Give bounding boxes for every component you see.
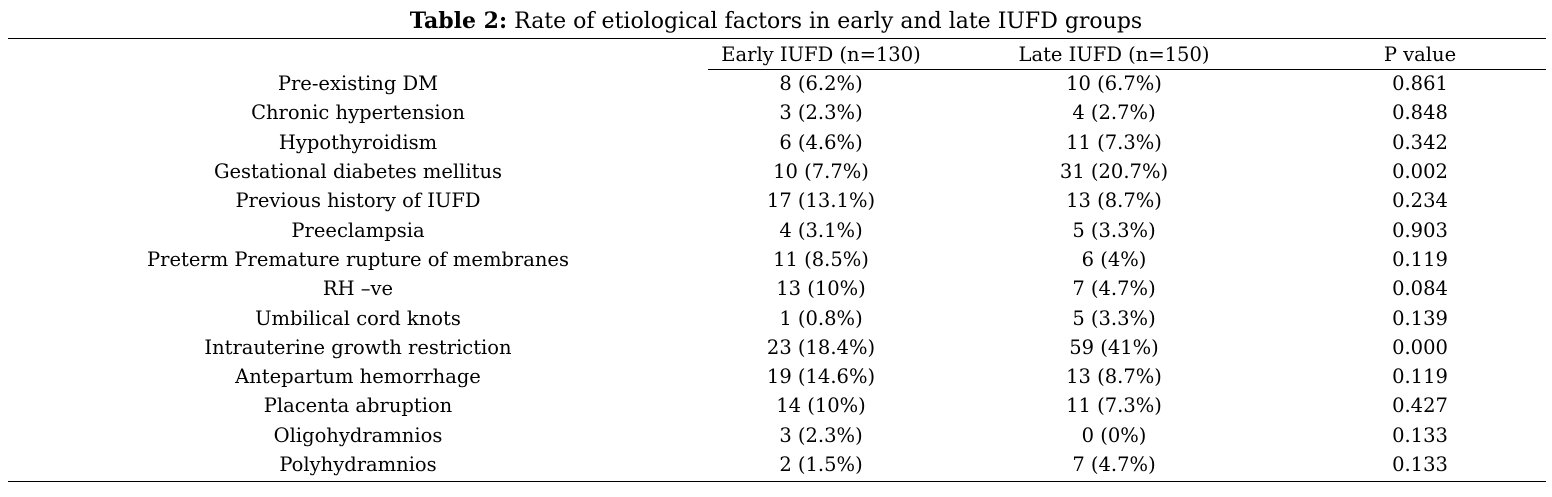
p-value-cell: 0.903 — [1392, 218, 1448, 242]
factor-cell: Oligohydramnios — [273, 423, 443, 447]
early-iufd-cell: 17 (13.1%) — [766, 189, 876, 213]
p-value-cell: 0.234 — [1392, 189, 1448, 213]
table-row: Oligohydramnios 3 (2.3%) 0 (0%) 0.133 — [8, 421, 1546, 450]
early-iufd-cell: 3 (2.3%) — [779, 101, 863, 125]
late-iufd-cell: 7 (4.7%) — [1072, 453, 1156, 476]
factor-cell: Antepartum hemorrhage — [235, 365, 481, 389]
late-iufd-cell: 13 (8.7%) — [1066, 189, 1162, 213]
p-value-cell: 0.133 — [1392, 453, 1448, 476]
table-row: Intrauterine growth restriction 23 (18.4%… — [8, 333, 1546, 362]
table-caption: Table 2: Rate of etiological factors in … — [0, 7, 1552, 36]
late-iufd-cell: 0 (0%) — [1081, 423, 1147, 447]
early-iufd-cell: 13 (10%) — [776, 277, 866, 301]
late-iufd-cell: 7 (4.7%) — [1072, 277, 1156, 301]
factor-cell: Preeclampsia — [291, 218, 425, 242]
factor-cell: Polyhydramnios — [279, 453, 437, 476]
header-rule — [708, 69, 1546, 70]
early-iufd-cell: 6 (4.6%) — [779, 130, 863, 154]
factor-cell: Intrauterine growth restriction — [204, 335, 512, 359]
early-iufd-cell: 4 (3.1%) — [779, 218, 863, 242]
factor-cell: Previous history of IUFD — [235, 189, 481, 213]
early-iufd-cell: 1 (0.8%) — [779, 306, 863, 330]
table-row: Antepartum hemorrhage 19 (14.6%) 13 (8.7%)… — [8, 362, 1546, 391]
p-value-cell: 0.342 — [1392, 130, 1448, 154]
header-early-iufd: Early IUFD (n=130) — [721, 43, 921, 66]
header-p-value: P value — [1383, 43, 1457, 66]
table-body: Pre-existing DM 8 (6.2%) 10 (6.7%) 0.861 Chr… — [8, 69, 1546, 479]
late-iufd-cell: 5 (3.3%) — [1072, 306, 1156, 330]
late-iufd-cell: 10 (6.7%) — [1066, 72, 1162, 96]
late-iufd-cell: 5 (3.3%) — [1072, 218, 1156, 242]
p-value-cell: 0.133 — [1392, 423, 1448, 447]
factor-cell: Gestational diabetes mellitus — [213, 160, 503, 184]
table-row: Placenta abruption 14 (10%) 11 (7.3%) 0.427 — [8, 391, 1546, 420]
header-row: Early IUFD (n=130) Late IUFD (n=150) P v… — [8, 40, 1546, 69]
table-row: Gestational diabetes mellitus 10 (7.7%) 31… — [8, 157, 1546, 186]
p-value-cell: 0.119 — [1392, 247, 1448, 271]
late-iufd-cell: 31 (20.7%) — [1059, 160, 1169, 184]
etiological-factors-table: Early IUFD (n=130) Late IUFD (n=150) P v… — [8, 40, 1546, 479]
early-iufd-cell: 10 (7.7%) — [773, 160, 869, 184]
factor-cell: Hypothyroidism — [278, 130, 438, 154]
p-value-cell: 0.002 — [1392, 160, 1448, 184]
table-row: Chronic hypertension 3 (2.3%) 4 (2.7%) 0.84… — [8, 98, 1546, 127]
table-row: Preterm Premature rupture of membranes 11… — [8, 245, 1546, 274]
factor-cell: Pre-existing DM — [277, 72, 439, 96]
table-title: Rate of etiological factors in early and… — [514, 9, 1143, 34]
table-row: Umbilical cord knots 1 (0.8%) 5 (3.3%) 0.13… — [8, 303, 1546, 332]
table-row: Polyhydramnios 2 (1.5%) 7 (4.7%) 0.133 — [8, 450, 1546, 479]
early-iufd-cell: 23 (18.4%) — [766, 335, 876, 359]
late-iufd-cell: 59 (41%) — [1069, 335, 1159, 359]
early-iufd-cell: 3 (2.3%) — [779, 423, 863, 447]
table-row: Pre-existing DM 8 (6.2%) 10 (6.7%) 0.861 — [8, 69, 1546, 98]
p-value-cell: 0.427 — [1392, 394, 1448, 418]
late-iufd-cell: 13 (8.7%) — [1066, 365, 1162, 389]
table-number: Table 2: — [409, 8, 508, 34]
factor-cell: Placenta abruption — [263, 394, 453, 418]
late-iufd-cell: 4 (2.7%) — [1072, 101, 1156, 125]
table-row: Previous history of IUFD 17 (13.1%) 13 (8.… — [8, 186, 1546, 215]
p-value-cell: 0.119 — [1392, 365, 1448, 389]
late-iufd-cell: 11 (7.3%) — [1066, 394, 1162, 418]
early-iufd-cell: 2 (1.5%) — [779, 453, 863, 476]
factor-cell: RH –ve — [322, 277, 394, 301]
p-value-cell: 0.848 — [1392, 101, 1448, 125]
factor-cell: Umbilical cord knots — [255, 306, 461, 330]
p-value-cell: 0.139 — [1392, 306, 1448, 330]
factor-cell: Preterm Premature rupture of membranes — [147, 247, 569, 271]
bottom-rule — [8, 481, 1546, 482]
early-iufd-cell: 8 (6.2%) — [779, 72, 863, 96]
early-iufd-cell: 19 (14.6%) — [766, 365, 876, 389]
late-iufd-cell: 11 (7.3%) — [1066, 130, 1162, 154]
table-row: Preeclampsia 4 (3.1%) 5 (3.3%) 0.903 — [8, 215, 1546, 244]
table-row: RH –ve 13 (10%) 7 (4.7%) 0.084 — [8, 274, 1546, 303]
factor-cell: Chronic hypertension — [251, 101, 465, 125]
header-late-iufd: Late IUFD (n=150) — [1018, 43, 1210, 66]
early-iufd-cell: 14 (10%) — [776, 394, 866, 418]
p-value-cell: 0.084 — [1392, 277, 1448, 301]
header-factor — [8, 40, 708, 69]
top-rule — [8, 38, 1546, 39]
p-value-cell: 0.861 — [1392, 72, 1448, 96]
p-value-cell: 0.000 — [1392, 335, 1448, 359]
table-row: Hypothyroidism 6 (4.6%) 11 (7.3%) 0.342 — [8, 128, 1546, 157]
late-iufd-cell: 6 (4%) — [1081, 247, 1147, 271]
early-iufd-cell: 11 (8.5%) — [773, 247, 869, 271]
